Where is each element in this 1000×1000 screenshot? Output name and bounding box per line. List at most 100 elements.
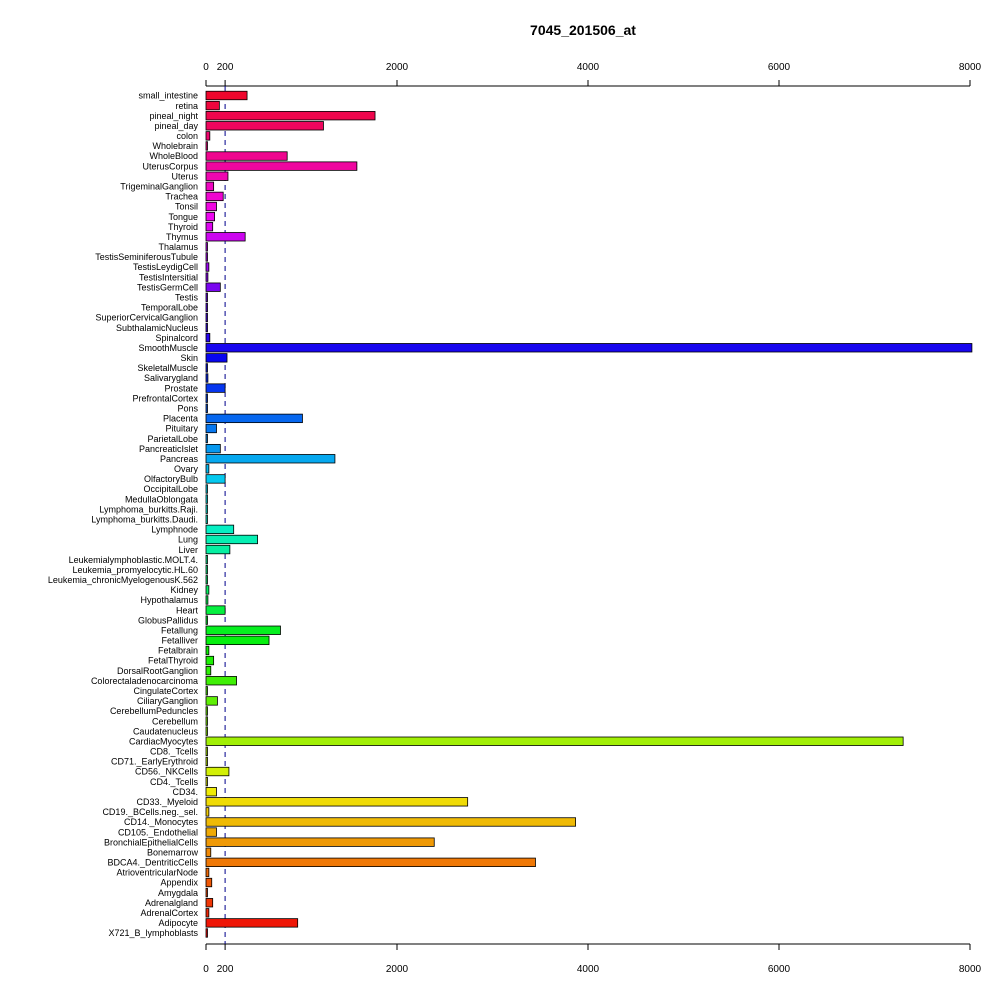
category-label: Thyroid — [168, 222, 198, 232]
bar-CD19._BCells.neg._sel. — [205, 807, 210, 817]
bar-small_intestine — [205, 90, 248, 101]
category-label: Fetalliver — [161, 636, 198, 646]
category-label: Pancreas — [160, 454, 199, 464]
bar-CD105._Endothelial — [205, 827, 217, 837]
category-label: Placenta — [163, 414, 198, 424]
category-label: Thalamus — [158, 242, 198, 252]
category-label: Bonemarrow — [147, 847, 199, 857]
bar-Pons — [205, 403, 208, 413]
bar-Trachea — [205, 191, 224, 202]
bar-colon — [205, 131, 211, 141]
category-label: CD56._NKCells — [135, 767, 199, 777]
category-label: Ovary — [174, 464, 199, 474]
category-label: TestisSeminiferousTubule — [95, 252, 198, 262]
bar-Tongue — [205, 211, 215, 222]
category-label: Adipocyte — [158, 918, 198, 928]
category-label: TrigeminalGanglion — [120, 182, 198, 192]
category-label: Wholebrain — [152, 141, 198, 151]
category-label: Cerebellum — [152, 716, 198, 726]
bar-Salivarygland — [205, 373, 209, 383]
bars — [205, 90, 973, 938]
category-label: CD105._Endothelial — [118, 827, 198, 837]
top-tick-label: 200 — [217, 62, 234, 73]
chart-title: 7045_201506_at — [530, 22, 636, 38]
bar-Cerebellum — [205, 716, 208, 726]
bar-Prostate — [205, 383, 226, 393]
bar-Leukemia_promyelocytic.HL.60 — [205, 565, 208, 575]
bar-Wholebrain — [205, 141, 208, 151]
category-label: CD4._Tcells — [150, 777, 199, 787]
bar-CD71._EarlyErythroid — [205, 756, 208, 767]
category-label: PancreaticIslet — [139, 444, 199, 454]
bar-Liver — [205, 544, 231, 555]
category-label: Kidney — [170, 585, 198, 595]
bar-PrefrontalCortex — [205, 393, 208, 403]
category-label: Trachea — [165, 192, 198, 202]
bar-ParietalLobe — [205, 433, 208, 444]
category-label: Heart — [176, 605, 199, 615]
category-label: OccipitalLobe — [143, 484, 198, 494]
bar-FetalThyroid — [205, 655, 215, 666]
category-label: Liver — [178, 545, 198, 555]
top-tick-label: 0 — [203, 62, 209, 73]
bar-Colorectaladenocarcinoma — [205, 676, 237, 686]
category-label: Salivarygland — [144, 373, 198, 383]
category-label: Leukemialymphoblastic.MOLT.4. — [69, 555, 198, 565]
category-label: CD71._EarlyErythroid — [111, 757, 198, 767]
top-tick-label: 4000 — [577, 62, 600, 73]
category-label: CD34. — [172, 787, 198, 797]
bar-CiliaryGanglion — [205, 696, 218, 706]
category-label: Fetallung — [161, 625, 198, 635]
bar-pineal_night — [205, 111, 376, 121]
bar-Adrenalgland — [205, 898, 214, 908]
category-label: UterusCorpus — [142, 161, 198, 171]
category-label: TestisLeydigCell — [133, 262, 198, 272]
category-label: Thymus — [166, 232, 199, 242]
category-label: CerebellumPeduncles — [110, 706, 199, 716]
bar-BronchialEpithelialCells — [205, 837, 435, 847]
bar-TestisLeydigCell — [205, 262, 210, 272]
bar-Fetallung — [205, 625, 281, 635]
bar-SuperiorCervicalGanglion — [205, 312, 208, 323]
category-label: FetalThyroid — [148, 656, 198, 666]
category-label: Leukemia_promyelocytic.HL.60 — [72, 565, 198, 575]
category-label: Caudatenucleus — [133, 726, 199, 736]
bar-SubthalamicNucleus — [205, 322, 208, 333]
category-label: Adrenalgland — [145, 898, 198, 908]
bar-TestisSeminiferousTubule — [205, 252, 208, 262]
category-label: CingulateCortex — [133, 686, 198, 696]
bar-retina — [205, 100, 220, 111]
category-label: retina — [175, 101, 198, 111]
bar-TestisIntersitial — [205, 272, 209, 282]
bar-MedullaOblongata — [205, 494, 208, 504]
bar-Leukemia_chronicMyelogenousK.562 — [205, 575, 208, 585]
bar-Kidney — [205, 585, 210, 595]
bar-Amygdala — [205, 887, 208, 898]
bottom-tick-label: 2000 — [386, 964, 409, 975]
category-label: SmoothMuscle — [138, 343, 198, 353]
category-label: Amygdala — [158, 888, 198, 898]
bottom-tick-label: 4000 — [577, 964, 600, 975]
category-label: CD19._BCells.neg._sel. — [102, 807, 198, 817]
bar-UterusCorpus — [205, 161, 358, 171]
category-label: Prostate — [164, 383, 198, 393]
bar-BDCA4._DentriticCells — [205, 857, 536, 867]
category-label: TestisIntersitial — [139, 272, 198, 282]
category-label: SubthalamicNucleus — [116, 323, 199, 333]
category-label: Appendix — [160, 878, 198, 888]
bottom-tick-label: 6000 — [768, 964, 791, 975]
bar-Thalamus — [205, 242, 208, 252]
bar-Fetalliver — [205, 635, 270, 646]
category-label: TemporalLobe — [141, 303, 198, 313]
bar-Pancreas — [205, 454, 336, 464]
category-label: Pons — [177, 403, 198, 413]
category-label: GlobusPallidus — [138, 615, 199, 625]
bar-Leukemialymphoblastic.MOLT.4. — [205, 554, 208, 565]
category-label: Lymphoma_burkitts.Raji. — [99, 504, 198, 514]
bar-CD8._Tcells — [205, 746, 208, 756]
category-label: CD8._Tcells — [150, 747, 199, 757]
category-label: Tongue — [168, 212, 198, 222]
bar-Lymphoma_burkitts.Raji. — [205, 504, 208, 514]
bar-WholeBlood — [205, 151, 288, 161]
